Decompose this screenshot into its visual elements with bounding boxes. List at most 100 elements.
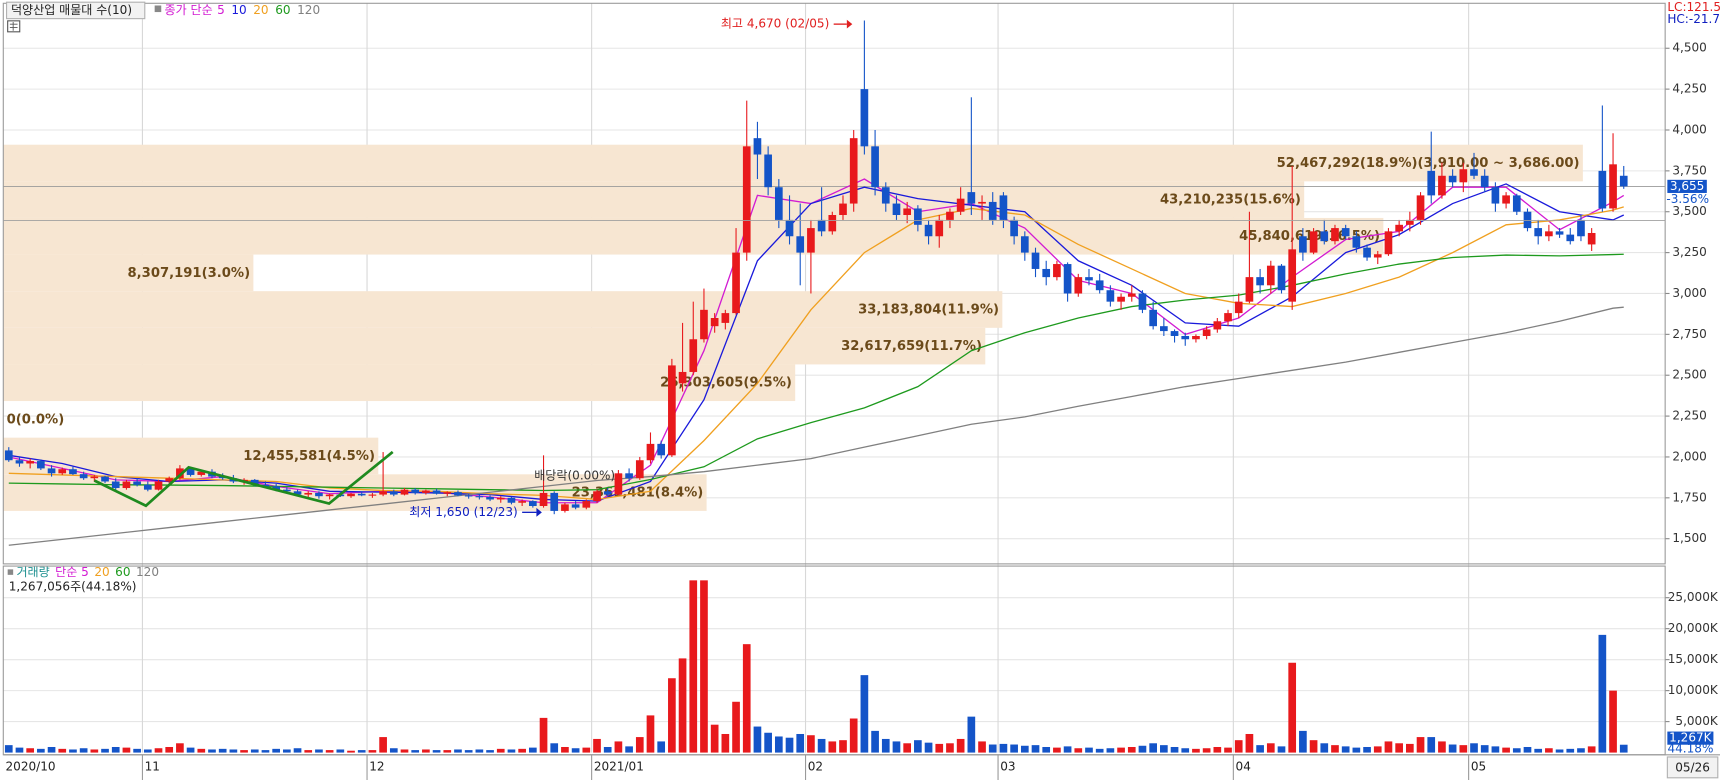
candle-body: [1266, 265, 1275, 286]
volume-bar: [143, 749, 152, 753]
volume-legend-entry: 60: [115, 565, 130, 579]
candle-body: [1245, 277, 1254, 302]
volume-bar: [1320, 743, 1329, 753]
candle-body: [721, 313, 730, 323]
volume-bar: [1352, 747, 1361, 753]
volume-legend-entry: 단순 5: [55, 565, 89, 579]
candle-body: [368, 494, 377, 496]
volume-y-tick-label: 25,000K: [1668, 590, 1719, 604]
moving-average: [8, 206, 1624, 501]
candle-body: [1085, 277, 1093, 281]
y-tick-label: 3,000: [1672, 286, 1706, 300]
candle-body: [774, 187, 783, 220]
volume-bar: [1373, 746, 1382, 753]
candle-body: [1181, 335, 1190, 340]
x-tick-label: 2021/01: [594, 759, 644, 773]
candle-body: [935, 219, 944, 237]
candle-body: [807, 228, 815, 253]
annotation: 최저 1,650 (12/23): [409, 505, 517, 519]
volume-bar: [935, 743, 944, 753]
volume-bar: [1587, 746, 1596, 753]
volume-bar: [774, 736, 783, 753]
volume-bar: [903, 743, 912, 753]
volume-bar: [400, 749, 409, 753]
volume-bar: [571, 748, 580, 753]
volume-bar: [1545, 748, 1553, 753]
moving-average: [8, 306, 1624, 546]
volume-bar: [336, 749, 345, 753]
volume-bar: [1502, 747, 1510, 753]
volume-bar: [1020, 745, 1029, 753]
price-tag: [1667, 179, 1707, 193]
candle-body: [422, 490, 430, 493]
candle-body: [1619, 175, 1628, 187]
volume-bar: [133, 748, 141, 753]
volume-bar: [4, 745, 13, 753]
annotation-arrowhead: [846, 19, 853, 29]
volume-bar: [550, 743, 559, 753]
volume-bar: [15, 747, 24, 753]
candle-body: [1320, 231, 1329, 242]
candle-body: [1427, 170, 1436, 196]
candle-body: [1234, 301, 1243, 314]
candle-body: [1502, 195, 1510, 204]
volume-bar: [1106, 748, 1115, 753]
volume-ratio-label: 44.18%: [1667, 742, 1713, 756]
volume-bar: [411, 750, 420, 753]
candle-body: [272, 486, 280, 490]
legend-entry: 5: [217, 3, 225, 17]
volume-bar: [304, 750, 313, 753]
menu-icon[interactable]: [7, 20, 21, 33]
x-tick-label: 03: [1000, 759, 1015, 773]
volume-bar: [475, 749, 484, 753]
price-panel-frame: [2, 2, 1666, 565]
volume-bar: [657, 741, 666, 753]
candle-body: [742, 146, 751, 253]
lc-label: LC:121.53: [1667, 0, 1720, 14]
volume-tag-label: 1,267K: [1669, 731, 1712, 745]
volume-bar: [1117, 747, 1125, 753]
profile-label: 43,210,235(15.6%): [1160, 193, 1301, 208]
volume-bar: [1063, 746, 1072, 753]
volume-bar: [101, 748, 109, 753]
x-tick-label: 02: [808, 759, 823, 773]
volume-bar: [283, 749, 291, 753]
volume-bar: [1512, 748, 1521, 753]
legend-entry: 120: [297, 3, 320, 17]
volume-bar: [849, 718, 858, 753]
candle-body: [1170, 331, 1179, 336]
volume-y-tick-label: 5,000K: [1675, 714, 1718, 728]
volume-bar: [176, 743, 184, 753]
volume-bar: [860, 675, 869, 753]
candle-body: [507, 497, 516, 503]
volume-bar: [1598, 634, 1607, 753]
legend-entry: 10: [231, 3, 246, 17]
volume-bar: [1299, 730, 1307, 753]
volume-y-tick-label: 20,000K: [1668, 621, 1719, 635]
candle-body: [357, 493, 366, 496]
candle-body: [1491, 187, 1500, 204]
candle-body: [1534, 228, 1543, 237]
candle-body: [635, 460, 644, 479]
candle-body: [1010, 219, 1018, 237]
volume-legend-icon: [7, 569, 14, 575]
candle-body: [828, 215, 837, 232]
volume-bar: [914, 740, 922, 753]
profile-label: 52,467,292(18.9%)(3,910.00 ~ 3,686.00): [1277, 156, 1580, 171]
candle-body: [924, 224, 933, 237]
volume-bar: [422, 749, 430, 753]
volume-bar: [69, 749, 77, 753]
candle-body: [1598, 170, 1607, 209]
volume-bar: [1234, 740, 1243, 753]
foreground-layer: 1,500 1,750 2,000 2,250 2,500 2,750 3,000 3,250…: [4, 3, 1719, 780]
volume-bar: [315, 749, 323, 753]
volume-bar: [47, 746, 56, 753]
volume-bar: [1095, 748, 1104, 753]
candle-body: [165, 478, 174, 482]
candle-body: [389, 491, 398, 495]
header-title: 덕양산업 매물대 수(10): [11, 3, 132, 17]
candle-body: [90, 476, 99, 479]
volume-bar: [79, 748, 88, 753]
candle-body: [283, 489, 291, 492]
volume-bar: [700, 580, 708, 753]
